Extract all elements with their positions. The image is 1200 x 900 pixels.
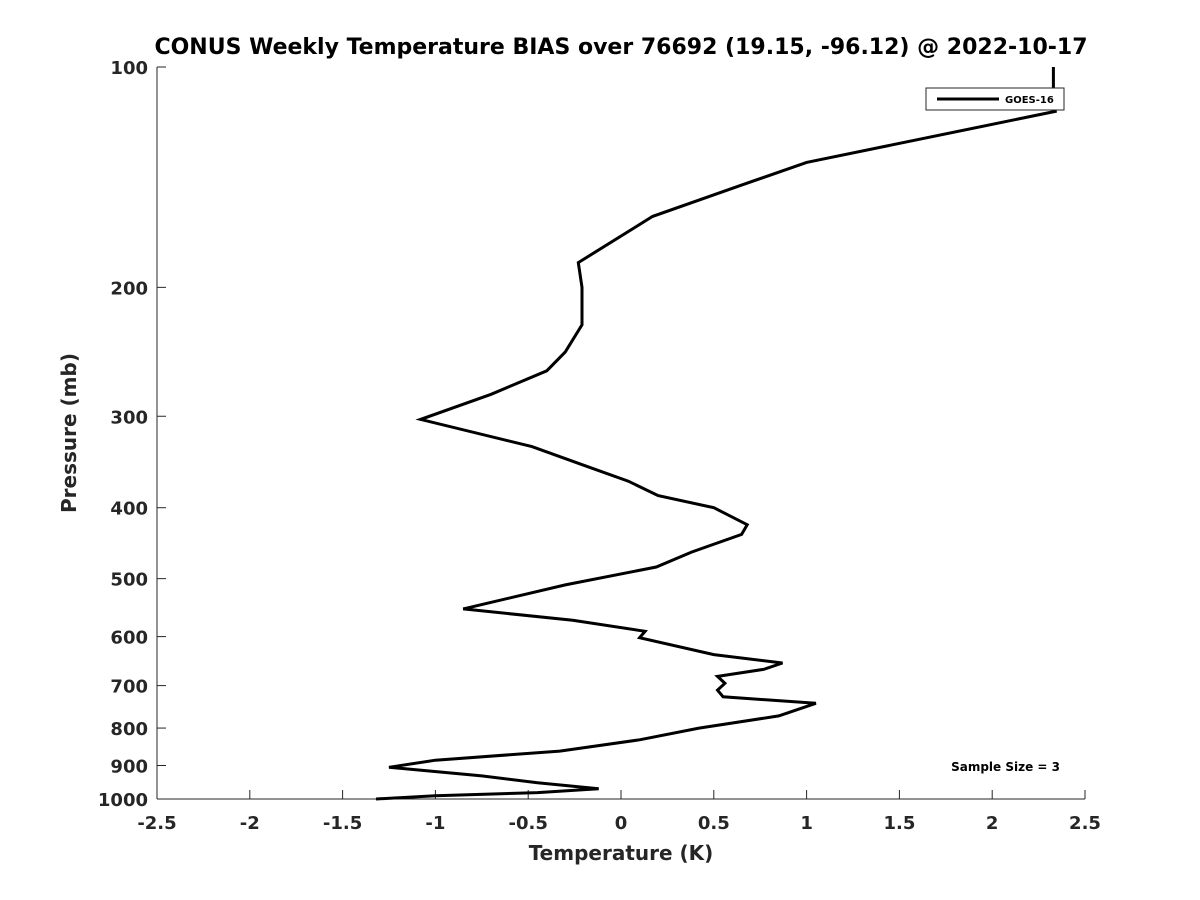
plot-area [157, 67, 1085, 799]
x-tick-label: 2 [986, 813, 999, 834]
x-tick-label: -2 [240, 813, 260, 834]
y-tick-label: 500 [110, 570, 148, 591]
y-tick-label: 700 [110, 677, 148, 698]
x-tick-label: 0 [615, 813, 628, 834]
x-tick-label: 1.5 [883, 813, 915, 834]
y-tick-label: 600 [110, 628, 148, 649]
y-tick-label: 100 [110, 58, 148, 79]
y-tick-label: 200 [110, 278, 148, 299]
x-tick-label: -2.5 [137, 813, 176, 834]
x-tick-label: -1.5 [323, 813, 362, 834]
sample-size-annotation: Sample Size = 3 [951, 760, 1060, 774]
x-tick-label: -0.5 [509, 813, 548, 834]
y-tick-label: 900 [110, 757, 148, 778]
y-tick-label: 800 [110, 719, 148, 740]
x-tick-label: 2.5 [1069, 813, 1101, 834]
x-axis-label: Temperature (K) [529, 841, 714, 865]
y-axis-label: Pressure (mb) [57, 353, 81, 513]
y-tick-label: 1000 [98, 790, 148, 811]
legend: GOES-16 [925, 87, 1065, 111]
series-line-goes16 [375, 67, 1057, 801]
y-tick-label: 400 [110, 499, 148, 520]
x-tick-label: 0.5 [698, 813, 730, 834]
x-ticks: -2.5 -2 -1.5 -1 -0.5 0 0.5 1 1.5 2 2.5 [137, 790, 1101, 834]
chart-title: CONUS Weekly Temperature BIAS over 76692… [154, 35, 1087, 60]
x-tick-label: -1 [425, 813, 445, 834]
legend-label-goes16: GOES-16 [1005, 95, 1054, 106]
y-ticks: 100 200 300 400 500 600 700 800 900 1000 [98, 58, 166, 811]
x-tick-label: 1 [800, 813, 813, 834]
y-tick-label: 300 [110, 407, 148, 428]
